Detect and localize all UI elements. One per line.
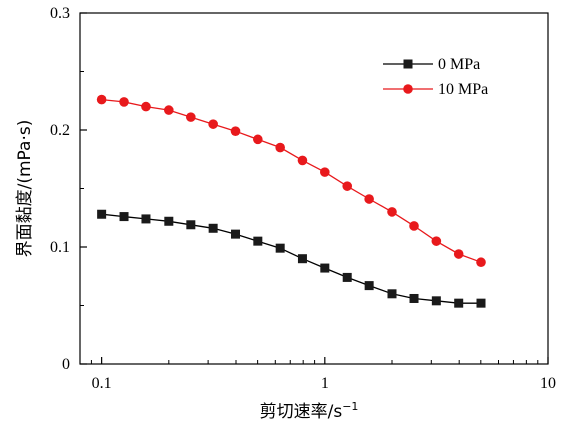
y-tick-label: 0 xyxy=(62,356,70,373)
legend-label: 10 MPa xyxy=(438,81,488,98)
x-axis-title-exponent: −1 xyxy=(342,400,358,413)
x-tick-label: 1 xyxy=(321,375,329,392)
series-line xyxy=(101,213,481,304)
data-point xyxy=(297,254,307,264)
y-tick-label: 0.1 xyxy=(50,239,70,256)
data-point xyxy=(231,229,241,239)
x-tick-label: 0.1 xyxy=(92,375,112,392)
data-point xyxy=(387,289,397,299)
y-tick-label: 0.3 xyxy=(50,5,70,22)
data-point xyxy=(208,119,218,129)
data-point xyxy=(387,207,397,217)
data-point xyxy=(275,142,285,153)
data-point xyxy=(186,112,196,122)
data-point xyxy=(141,101,151,112)
data-point xyxy=(275,243,285,253)
series-line xyxy=(101,98,482,263)
legend: 0 MPa 10 MPa xyxy=(383,56,488,98)
data-point xyxy=(164,105,174,115)
data-point xyxy=(431,296,441,306)
legend-marker xyxy=(403,59,413,69)
data-point xyxy=(476,257,486,268)
data-point xyxy=(320,167,330,177)
data-point xyxy=(320,263,330,273)
data-point xyxy=(253,236,263,246)
data-point xyxy=(409,221,419,231)
data-point xyxy=(119,212,129,222)
data-point xyxy=(453,249,464,259)
legend-entry: 0 MPa xyxy=(383,56,480,73)
data-point xyxy=(342,181,353,191)
legend-label: 0 MPa xyxy=(438,56,480,73)
data-point xyxy=(186,220,196,230)
data-point xyxy=(409,293,419,303)
data-point xyxy=(164,216,174,226)
x-axis-title: 剪切速率/s−1 xyxy=(260,400,359,422)
data-point xyxy=(119,97,129,107)
data-point xyxy=(297,155,308,166)
series-10-mpa xyxy=(96,94,486,268)
plot-area xyxy=(96,94,486,308)
x-tick-label: 10 xyxy=(540,375,556,392)
axes: 0 0.1 0.2 0.3 0.1 1 10 xyxy=(50,5,556,392)
data-point xyxy=(476,298,486,308)
data-point xyxy=(208,223,218,233)
legend-entry: 10 MPa xyxy=(383,81,488,98)
data-point xyxy=(431,236,442,246)
data-point xyxy=(342,272,352,282)
data-point xyxy=(141,214,151,224)
data-point xyxy=(364,281,374,291)
legend-marker xyxy=(403,84,413,94)
data-point xyxy=(97,209,107,219)
series-0-mpa xyxy=(97,209,486,308)
data-point xyxy=(230,126,241,136)
data-point xyxy=(454,298,464,308)
y-tick-label: 0.2 xyxy=(50,122,70,139)
data-point xyxy=(253,134,263,145)
y-axis-title: 界面黏度/(mPa·s) xyxy=(15,120,35,258)
data-point xyxy=(364,194,374,204)
data-point xyxy=(96,94,107,105)
